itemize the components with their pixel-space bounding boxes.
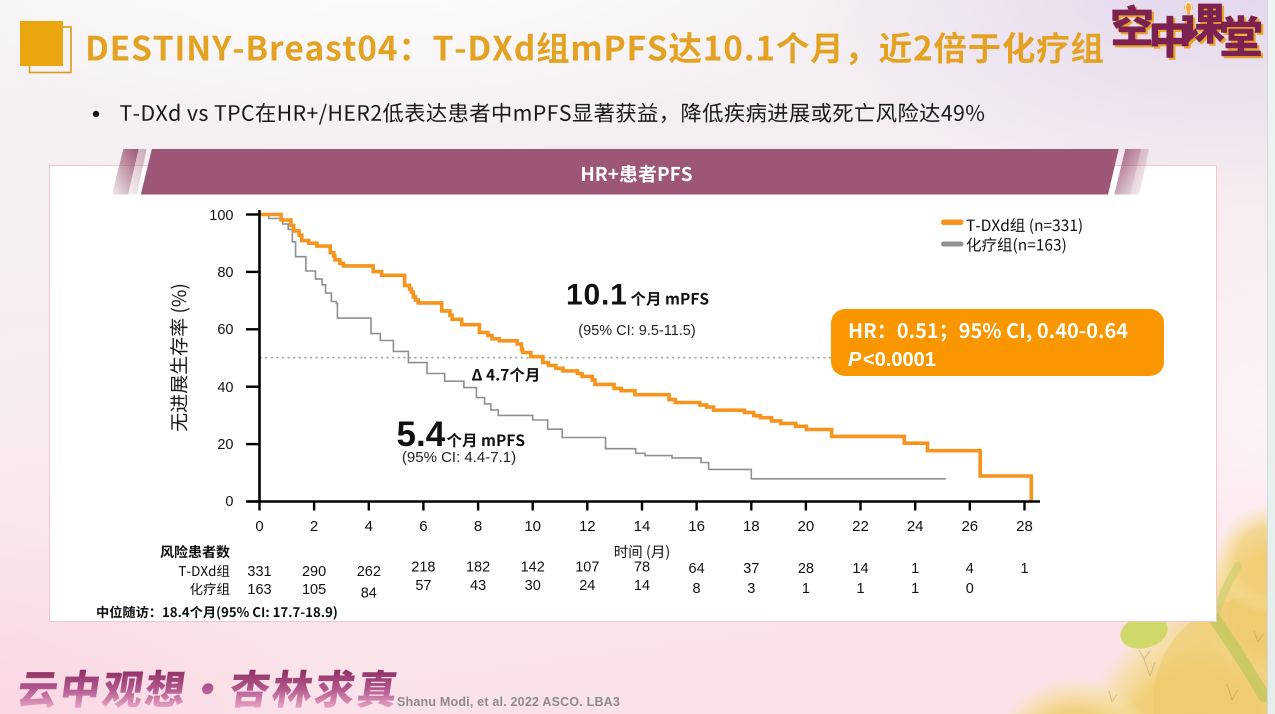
svg-text:14: 14 <box>634 578 650 594</box>
svg-text:14: 14 <box>634 518 651 535</box>
svg-text:1: 1 <box>856 581 864 597</box>
svg-text:57: 57 <box>415 578 431 594</box>
svg-text:4: 4 <box>966 561 974 577</box>
svg-text:8: 8 <box>474 518 482 535</box>
svg-text:142: 142 <box>521 560 545 576</box>
svg-text:20: 20 <box>798 518 815 535</box>
svg-text:105: 105 <box>302 582 326 598</box>
svg-text:0: 0 <box>255 518 263 535</box>
svg-text:1: 1 <box>1020 561 1028 577</box>
svg-text:28: 28 <box>798 561 814 577</box>
svg-text:4: 4 <box>365 518 373 535</box>
svg-text:30: 30 <box>525 578 541 594</box>
svg-text:60: 60 <box>217 322 233 338</box>
svg-text:2: 2 <box>310 518 318 535</box>
svg-text:24: 24 <box>907 518 924 535</box>
svg-text:80: 80 <box>217 265 233 281</box>
svg-text:10: 10 <box>524 518 541 535</box>
svg-text:107: 107 <box>575 560 599 576</box>
svg-text:40: 40 <box>217 380 233 396</box>
svg-text:28: 28 <box>1016 518 1033 535</box>
svg-text:24: 24 <box>579 578 595 594</box>
svg-text:64: 64 <box>689 561 705 577</box>
svg-text:5.4: 5.4 <box>397 415 446 454</box>
svg-text:12: 12 <box>579 518 596 535</box>
svg-text:3: 3 <box>747 581 755 597</box>
svg-text:16: 16 <box>688 518 705 535</box>
svg-text:331: 331 <box>247 564 271 580</box>
svg-text:100: 100 <box>209 208 233 224</box>
svg-text:14: 14 <box>852 561 868 577</box>
svg-text:37: 37 <box>743 561 759 577</box>
svg-text:8: 8 <box>693 581 701 597</box>
svg-text:43: 43 <box>470 578 486 594</box>
svg-text:18: 18 <box>743 518 760 535</box>
svg-text:290: 290 <box>302 564 326 580</box>
svg-text:262: 262 <box>357 564 381 580</box>
svg-text:20: 20 <box>217 437 233 453</box>
svg-text:78: 78 <box>634 560 650 576</box>
svg-text:26: 26 <box>961 518 978 535</box>
svg-text:1: 1 <box>911 561 919 577</box>
svg-text:182: 182 <box>466 560 490 576</box>
svg-text:0: 0 <box>225 494 233 510</box>
svg-text:10.1: 10.1 <box>566 279 628 312</box>
svg-text:1: 1 <box>802 581 810 597</box>
svg-text:6: 6 <box>419 518 427 535</box>
svg-text:84: 84 <box>361 586 377 602</box>
svg-text:22: 22 <box>852 518 869 535</box>
svg-text:218: 218 <box>411 560 435 576</box>
svg-text:1: 1 <box>911 581 919 597</box>
svg-text:0: 0 <box>966 581 974 597</box>
svg-text:163: 163 <box>247 582 271 598</box>
